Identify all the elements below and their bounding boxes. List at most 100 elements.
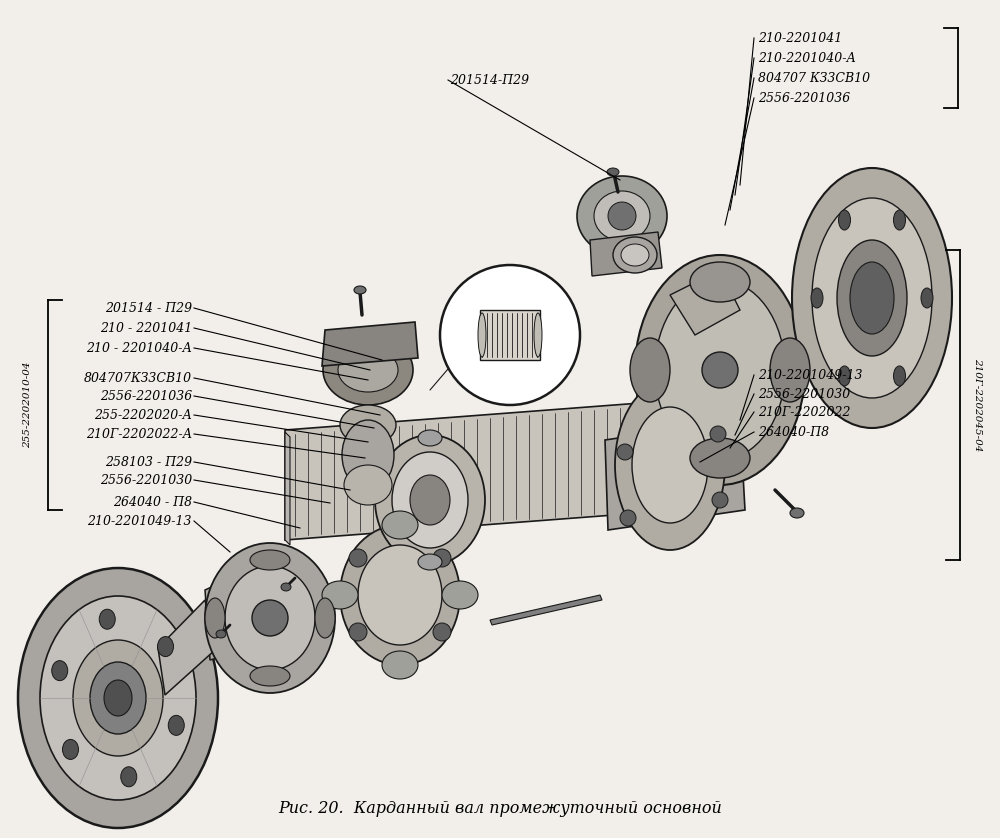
Ellipse shape: [382, 651, 418, 679]
Text: 804707 КЗ3СВ10: 804707 КЗ3СВ10: [758, 71, 870, 85]
Ellipse shape: [710, 426, 726, 442]
Ellipse shape: [702, 352, 738, 388]
Ellipse shape: [392, 452, 468, 548]
Ellipse shape: [216, 630, 226, 638]
Text: 804707КЗ3СВ10: 804707КЗ3СВ10: [84, 371, 192, 385]
Ellipse shape: [354, 286, 366, 294]
Ellipse shape: [418, 554, 442, 570]
Ellipse shape: [811, 288, 823, 308]
Ellipse shape: [338, 348, 398, 392]
Ellipse shape: [838, 366, 850, 386]
Ellipse shape: [632, 407, 708, 523]
Ellipse shape: [168, 716, 184, 736]
Text: 210 - 2201041: 210 - 2201041: [100, 322, 192, 334]
Ellipse shape: [349, 549, 367, 567]
Text: 201514 - П29: 201514 - П29: [105, 302, 192, 314]
Text: 210-2201049-13: 210-2201049-13: [758, 369, 862, 381]
Ellipse shape: [418, 430, 442, 446]
Text: 210-2201040-А: 210-2201040-А: [758, 51, 856, 65]
Ellipse shape: [433, 623, 451, 641]
Ellipse shape: [225, 566, 315, 670]
Text: 2556-2201030: 2556-2201030: [758, 387, 850, 401]
Ellipse shape: [281, 583, 291, 591]
Text: 2556-2201036: 2556-2201036: [100, 390, 192, 402]
Ellipse shape: [250, 666, 290, 686]
Ellipse shape: [382, 511, 418, 539]
Text: 258103 - П29: 258103 - П29: [105, 456, 192, 468]
Text: 210Г-2202045-04: 210Г-2202045-04: [974, 359, 982, 452]
Ellipse shape: [205, 598, 225, 638]
Bar: [480, 310, 540, 360]
Ellipse shape: [790, 508, 804, 518]
Ellipse shape: [613, 237, 657, 273]
Ellipse shape: [205, 543, 335, 693]
Ellipse shape: [850, 262, 894, 334]
Ellipse shape: [323, 335, 413, 405]
Ellipse shape: [157, 637, 173, 657]
Ellipse shape: [322, 581, 358, 609]
Text: 201514-П29: 201514-П29: [450, 74, 529, 86]
Text: 2556-2201036: 2556-2201036: [758, 91, 850, 105]
Ellipse shape: [433, 549, 451, 567]
Ellipse shape: [63, 739, 79, 759]
Ellipse shape: [615, 380, 725, 550]
Ellipse shape: [630, 338, 670, 402]
Polygon shape: [158, 600, 215, 695]
Ellipse shape: [635, 255, 805, 485]
Text: 210 - 2201040-А: 210 - 2201040-А: [86, 342, 192, 354]
Polygon shape: [490, 595, 602, 625]
Polygon shape: [820, 255, 860, 345]
Ellipse shape: [894, 210, 906, 230]
Ellipse shape: [340, 525, 460, 665]
Polygon shape: [285, 432, 290, 545]
Ellipse shape: [340, 405, 396, 445]
Ellipse shape: [73, 640, 163, 756]
Ellipse shape: [620, 510, 636, 526]
Ellipse shape: [375, 435, 485, 565]
Ellipse shape: [690, 438, 750, 478]
Polygon shape: [285, 400, 680, 540]
Circle shape: [440, 265, 580, 405]
Ellipse shape: [358, 545, 442, 645]
Polygon shape: [590, 232, 662, 276]
Text: 210-2201049-13: 210-2201049-13: [88, 515, 192, 527]
Polygon shape: [605, 420, 745, 530]
Ellipse shape: [607, 168, 619, 176]
Ellipse shape: [410, 475, 450, 525]
Text: 255-2202010-04: 255-2202010-04: [23, 362, 32, 448]
Ellipse shape: [344, 465, 392, 505]
Text: 210Г-2202022: 210Г-2202022: [758, 406, 850, 418]
Ellipse shape: [478, 313, 486, 357]
Ellipse shape: [104, 680, 132, 716]
Text: 255-2202020-А: 255-2202020-А: [94, 408, 192, 422]
Ellipse shape: [18, 568, 218, 828]
Ellipse shape: [812, 198, 932, 398]
Text: 264040-П8: 264040-П8: [758, 426, 829, 438]
Text: 210-2201041: 210-2201041: [758, 32, 842, 44]
Ellipse shape: [252, 600, 288, 636]
Ellipse shape: [40, 596, 196, 800]
Ellipse shape: [534, 313, 542, 357]
Ellipse shape: [577, 176, 667, 256]
Polygon shape: [670, 270, 740, 335]
Ellipse shape: [921, 288, 933, 308]
Ellipse shape: [315, 598, 335, 638]
Ellipse shape: [712, 492, 728, 508]
Ellipse shape: [99, 609, 115, 629]
Ellipse shape: [655, 280, 785, 460]
Ellipse shape: [342, 420, 394, 490]
Ellipse shape: [617, 444, 633, 460]
Ellipse shape: [838, 210, 850, 230]
Text: 264040 - П8: 264040 - П8: [113, 495, 192, 509]
Ellipse shape: [690, 262, 750, 302]
Text: 210Г-2202022-А: 210Г-2202022-А: [86, 427, 192, 441]
Ellipse shape: [770, 338, 810, 402]
Ellipse shape: [608, 202, 636, 230]
Ellipse shape: [894, 366, 906, 386]
Ellipse shape: [442, 581, 478, 609]
Text: Рис. 20.  Карданный вал промежуточный основной: Рис. 20. Карданный вал промежуточный осн…: [278, 799, 722, 816]
Polygon shape: [205, 560, 280, 660]
Ellipse shape: [792, 168, 952, 428]
Ellipse shape: [594, 191, 650, 241]
Ellipse shape: [90, 662, 146, 734]
